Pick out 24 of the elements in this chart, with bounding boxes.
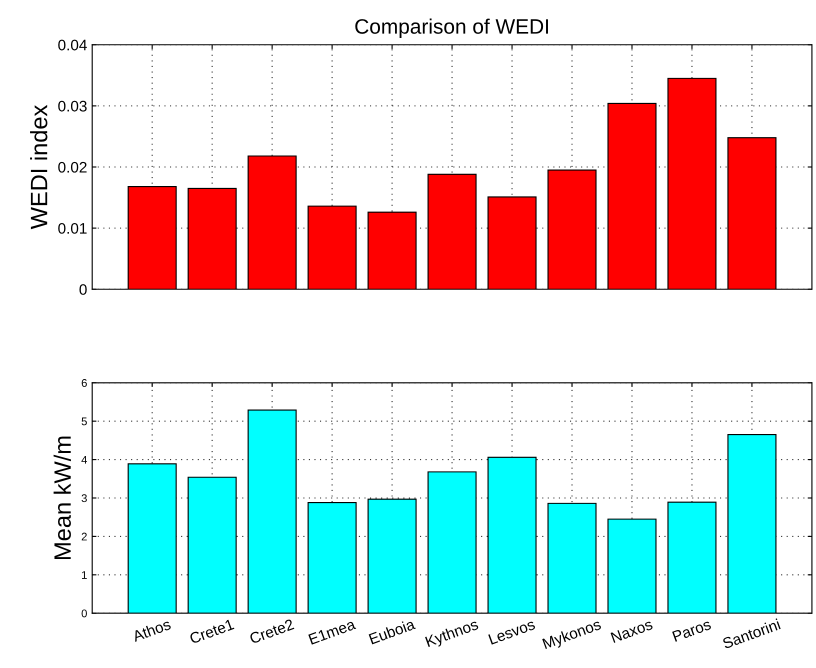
y-tick-label: 5 <box>82 418 87 426</box>
y-axis-title: Mean kW/m <box>54 436 71 560</box>
x-tick-label: Lesvos <box>488 618 536 645</box>
x-tick-label: Paros <box>672 618 712 642</box>
y-tick-label: 0.03 <box>58 100 87 112</box>
x-tick-label: Euboia <box>368 618 416 644</box>
chart-title: Comparison of WEDI <box>355 18 548 38</box>
x-tick-label: Naxos <box>610 618 654 644</box>
y-tick-label: 0 <box>82 609 87 618</box>
y-tick-label: 2 <box>82 532 87 540</box>
x-tick-label: Kythnos <box>424 618 480 650</box>
x-tick-label: E1mea <box>308 618 356 645</box>
y-tick-label: 0 <box>79 284 87 295</box>
y-tick-label: 3 <box>82 494 87 502</box>
y-tick-label: 1 <box>82 571 87 579</box>
x-tick-label: Crete1 <box>189 618 234 644</box>
y-tick-label: 0.04 <box>58 40 87 50</box>
x-tick-label: Athos <box>131 618 172 642</box>
y-tick-label: 0.02 <box>58 162 87 173</box>
y-tick-label: 0.01 <box>58 222 87 234</box>
y-tick-label: 6 <box>82 379 87 387</box>
y-axis-title: WEDI index <box>30 104 48 230</box>
x-tick-label: Crete2 <box>249 618 294 644</box>
y-tick-label: 4 <box>81 456 88 464</box>
